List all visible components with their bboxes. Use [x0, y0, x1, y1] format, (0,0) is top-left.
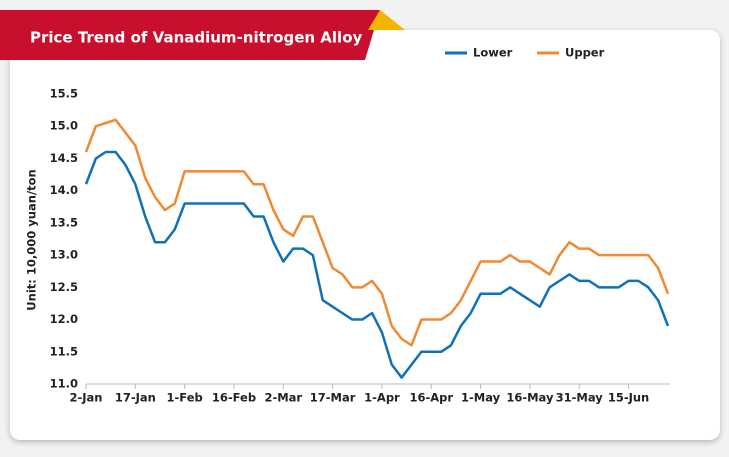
x-tick-label: 17-Jan: [115, 391, 156, 405]
y-tick-label: 12.0: [50, 312, 78, 326]
x-tick-label: 16-Feb: [212, 391, 256, 405]
y-tick-label: 11.0: [50, 377, 78, 391]
y-tick-label: 13.0: [50, 248, 78, 262]
chart-title: Price Trend of Vanadium-nitrogen Alloy: [30, 29, 362, 47]
y-tick-label: 13.5: [50, 215, 78, 229]
x-tick-label: 1-Feb: [167, 391, 203, 405]
x-tick-label: 1-Apr: [364, 391, 400, 405]
card: [10, 30, 720, 440]
x-tick-label: 16-Apr: [409, 391, 453, 405]
y-tick-label: 12.5: [50, 280, 78, 294]
x-tick-label: 31-May: [556, 391, 604, 405]
x-tick-label: 1-May: [461, 391, 501, 405]
x-tick-label: 15-Jun: [608, 391, 649, 405]
y-tick-label: 14.0: [50, 183, 78, 197]
line-series: [84, 118, 670, 347]
legend-label: Lower: [473, 46, 513, 60]
y-axis-label: Unit: 10,000 yuan/ton: [25, 169, 39, 310]
legend-label: Upper: [565, 46, 605, 60]
x-tick-label: 17-Mar: [310, 391, 356, 405]
y-tick-label: 15.0: [50, 119, 78, 133]
title-banner: [0, 10, 380, 60]
line-series: [84, 150, 670, 379]
y-tick-label: 11.5: [50, 344, 78, 358]
x-tick-label: 2-Jan: [69, 391, 102, 405]
x-tick-label: 16-May: [506, 391, 554, 405]
y-tick-label: 15.5: [50, 87, 78, 101]
x-tick-label: 2-Mar: [264, 391, 302, 405]
y-tick-label: 14.5: [50, 151, 78, 165]
banner-corner: [368, 10, 405, 30]
